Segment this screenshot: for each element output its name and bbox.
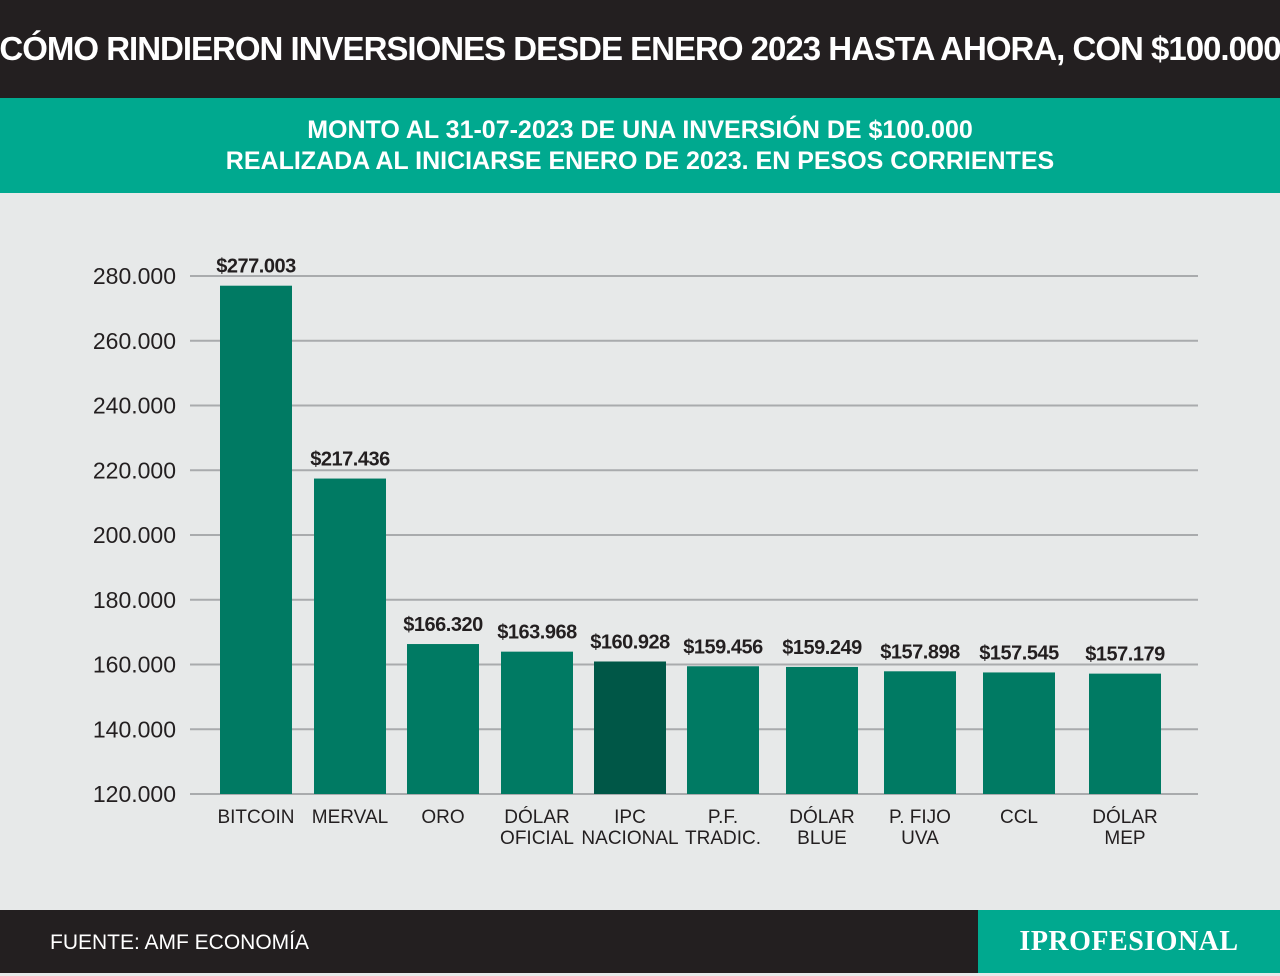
data-label: $157.898: [880, 641, 960, 663]
y-tick-label: 140.000: [93, 716, 176, 742]
data-label: $160.928: [590, 631, 670, 653]
y-tick-label: 180.000: [93, 587, 176, 613]
category-label: BITCOIN: [217, 807, 294, 828]
y-tick-label: 200.000: [93, 522, 176, 548]
data-label: $157.545: [979, 642, 1059, 664]
brand-box: IPROFESIONAL: [978, 910, 1280, 973]
main-title: CÓMO RINDIERON INVERSIONES DESDE ENERO 2…: [0, 30, 1280, 67]
category-label: NACIONAL: [581, 828, 678, 849]
bar-chart: 120.000 140.000 160.000 180.000 200.000 220.0…: [93, 256, 1198, 849]
data-label: $163.968: [497, 622, 577, 644]
bar: [983, 672, 1055, 794]
bar: [884, 671, 956, 794]
category-label: CCL: [1000, 807, 1038, 828]
y-tick-label: 280.000: [93, 263, 176, 289]
data-label: $159.249: [782, 637, 862, 659]
y-tick-label: 220.000: [93, 457, 176, 483]
data-label: $166.320: [403, 614, 483, 636]
source-note: FUENTE: AMF ECONOMÍA: [50, 931, 310, 954]
bar: [687, 666, 759, 794]
bar: [314, 478, 386, 794]
y-axis-ticks: 120.000 140.000 160.000 180.000 200.000 220.0…: [93, 263, 176, 807]
subtitle-line-1: MONTO AL 31-07-2023 DE UNA INVERSIÓN DE …: [307, 115, 973, 144]
data-labels: $277.003 $217.436 $166.320 $163.968 $160.928…: [216, 256, 1165, 666]
category-label: UVA: [901, 828, 939, 849]
category-label: DÓLAR: [1092, 806, 1157, 828]
header-bar: CÓMO RINDIERON INVERSIONES DESDE ENERO 2…: [0, 0, 1280, 98]
bar: [407, 644, 479, 794]
data-label: $159.456: [683, 636, 763, 658]
bar: [786, 666, 858, 794]
data-label: $277.003: [216, 256, 296, 278]
bar: [220, 285, 292, 794]
brand-logo: IPROFESIONAL: [1019, 925, 1239, 957]
category-labels: BITCOIN MERVAL ORO DÓLAROFICIALIPCNACIONALP…: [217, 806, 1157, 849]
y-tick-label: 120.000: [93, 781, 176, 807]
data-label: $157.179: [1085, 644, 1165, 666]
y-tick-label: 260.000: [93, 328, 176, 354]
category-label: TRADIC.: [685, 828, 761, 849]
chart-area: 120.000 140.000 160.000 180.000 200.000 220.0…: [0, 193, 1280, 910]
category-label: MERVAL: [312, 807, 388, 828]
data-label: $217.436: [310, 449, 390, 471]
category-label: P. FIJO: [889, 807, 951, 828]
y-tick-label: 240.000: [93, 393, 176, 419]
category-label: BLUE: [797, 828, 847, 849]
bar: [594, 661, 666, 794]
category-label: P.F.: [708, 807, 738, 828]
y-tick-label: 160.000: [93, 652, 176, 678]
bar: [1089, 673, 1161, 794]
subtitle-bar: MONTO AL 31-07-2023 DE UNA INVERSIÓN DE …: [0, 98, 1280, 193]
category-label: DÓLAR: [504, 806, 569, 828]
category-label: MEP: [1104, 828, 1145, 849]
category-label: DÓLAR: [789, 806, 854, 828]
category-label: OFICIAL: [500, 828, 574, 849]
category-label: IPC: [614, 807, 646, 828]
bars: [220, 285, 1161, 794]
category-label: ORO: [421, 807, 464, 828]
subtitle-line-2: REALIZADA AL INICIARSE ENERO DE 2023. EN…: [225, 146, 1055, 175]
bar: [501, 651, 573, 794]
footer-bar: FUENTE: AMF ECONOMÍA IPROFESIONAL: [0, 910, 1280, 973]
